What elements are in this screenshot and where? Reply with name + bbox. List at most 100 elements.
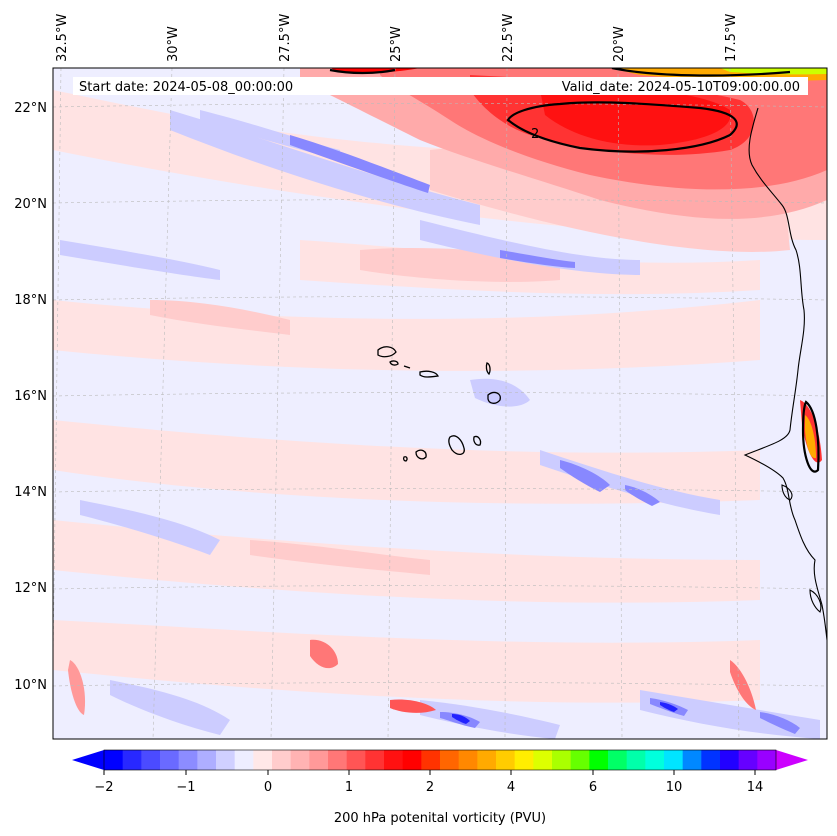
grid-lat-10 <box>53 682 827 687</box>
colorbar-cell <box>253 750 273 770</box>
colorbar-extend-high <box>776 750 808 770</box>
map-panel: 2 Start date: 2024-05-08_00:00:00 Valid_… <box>52 67 828 740</box>
coastline-africa <box>743 107 827 641</box>
island-santo-antao <box>377 346 397 358</box>
lat-label-22n: 22°N <box>14 101 47 116</box>
valid-date: Valid_date: 2024-05-10T09:00:00.00 <box>562 80 800 95</box>
colorbar-extend-low <box>72 750 104 770</box>
lon-label-275w: 27.5°W <box>278 14 293 62</box>
island-sao-nicolau <box>419 370 439 378</box>
lon-label-175w: 17.5°W <box>724 14 739 62</box>
lon-label-30w: 30°W <box>166 26 181 62</box>
lat-label-10n: 10°N <box>14 678 47 693</box>
cb-tick-3: 1 <box>345 780 353 795</box>
colorbar-cell <box>440 750 460 770</box>
colorbar-cell <box>757 750 777 770</box>
grid-lat-16 <box>53 392 827 397</box>
colorbar-cell <box>608 750 628 770</box>
colorbar-cell <box>477 750 497 770</box>
colorbar-cell <box>701 750 721 770</box>
colorbar-cell <box>458 750 478 770</box>
grid-lon-225 <box>504 68 508 739</box>
colorbar-cell <box>178 750 198 770</box>
colorbar: −2 −1 0 1 2 4 6 10 14 200 hPa potenital … <box>72 749 808 826</box>
lon-label-20w: 20°W <box>612 26 627 62</box>
cb-tick-5: 4 <box>507 780 515 795</box>
lon-label-225w: 22.5°W <box>501 14 516 62</box>
pv-field <box>53 68 827 739</box>
island-sal <box>485 362 491 376</box>
contour-label: 2 <box>531 127 539 142</box>
lon-label-25w: 25°W <box>389 26 404 62</box>
lat-label-16n: 16°N <box>14 389 47 404</box>
colorbar-cell <box>402 750 422 770</box>
lat-axis-labels: 22°N 20°N 18°N 16°N 14°N 12°N 10°N <box>14 101 47 693</box>
colorbar-cell <box>290 750 310 770</box>
colorbar-frame <box>103 749 777 771</box>
grid-lat-12 <box>53 585 827 590</box>
lat-label-14n: 14°N <box>14 485 47 500</box>
cb-tick-7: 10 <box>666 780 683 795</box>
colorbar-cell <box>682 750 702 770</box>
colorbar-cell <box>421 750 441 770</box>
colorbar-cell <box>384 750 404 770</box>
lon-axis-labels: 32.5°W 30°W 27.5°W 25°W 22.5°W 20°W 17.5… <box>55 14 739 62</box>
grid-lon-25 <box>387 68 396 739</box>
blue-extremes <box>452 702 678 724</box>
cb-tick-4: 2 <box>426 780 434 795</box>
cb-tick-1: −1 <box>176 780 195 795</box>
grid-lon-175 <box>729 68 740 739</box>
island-maio <box>473 435 482 446</box>
pv-2-contour <box>329 68 820 473</box>
colorbar-cell <box>570 750 590 770</box>
colorbar-cell <box>234 750 254 770</box>
colorbar-label: 200 hPa potenital vorticity (PVU) <box>334 811 546 826</box>
colorbar-cell <box>626 750 646 770</box>
island-brava <box>402 456 408 462</box>
start-date: Start date: 2024-05-08_00:00:00 <box>79 80 293 95</box>
cape-verde-islands <box>377 346 501 462</box>
colorbar-cell <box>346 750 366 770</box>
colorbar-cell <box>104 750 124 770</box>
colorbar-tick-labels: −2 −1 0 1 2 4 6 10 14 <box>94 780 763 795</box>
colorbar-cell <box>664 750 684 770</box>
colorbar-cell <box>496 750 516 770</box>
map-frame <box>52 67 828 740</box>
colorbar-cell <box>365 750 385 770</box>
grid-lat-14 <box>53 488 827 493</box>
colorbar-cell <box>738 750 758 770</box>
colorbar-cell <box>272 750 292 770</box>
graticule <box>53 68 827 739</box>
colorbar-cell <box>216 750 236 770</box>
lon-label-325w: 32.5°W <box>55 14 70 62</box>
info-bar <box>73 77 808 95</box>
lat-label-20n: 20°N <box>14 197 47 212</box>
colorbar-ticks <box>103 770 756 775</box>
colorbar-cell <box>122 750 142 770</box>
grid-lat-18 <box>53 296 827 301</box>
colorbar-cell <box>197 750 217 770</box>
island-boa-vista <box>487 391 501 404</box>
colorbar-cell <box>328 750 348 770</box>
colorbar-cell <box>533 750 553 770</box>
colorbar-cell <box>309 750 329 770</box>
island-santa-luzia <box>403 365 411 369</box>
colorbar-cell <box>552 750 572 770</box>
cb-tick-0: −2 <box>94 780 113 795</box>
colorbar-cell <box>514 750 534 770</box>
cb-tick-2: 0 <box>264 780 272 795</box>
colorbar-cell <box>720 750 740 770</box>
colorbar-cell <box>645 750 665 770</box>
island-santiago <box>448 435 465 455</box>
red-spots <box>68 400 822 715</box>
cb-tick-8: 14 <box>747 780 764 795</box>
colorbar-cells <box>104 750 777 770</box>
lat-label-18n: 18°N <box>14 293 47 308</box>
colorbar-cell <box>589 750 609 770</box>
colorbar-cell <box>141 750 161 770</box>
colorbar-cell <box>160 750 180 770</box>
grid-lon-20 <box>617 68 623 739</box>
island-sao-vicente <box>389 360 399 366</box>
grid-lat-20 <box>53 199 827 204</box>
lat-label-12n: 12°N <box>14 581 47 596</box>
